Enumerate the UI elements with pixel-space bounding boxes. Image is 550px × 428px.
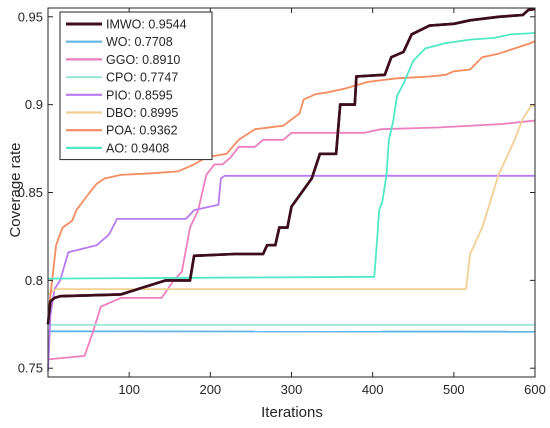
legend-box <box>59 11 213 161</box>
series-line-ao <box>47 32 536 280</box>
y-tick-label: 0.85 <box>18 185 43 200</box>
y-tick-label: 0.95 <box>18 9 43 24</box>
x-tick-label: 300 <box>281 382 303 397</box>
axes: 100 200 300 400 500 600 0.75 0.8 0.85 0.9 0.95 <box>18 7 546 397</box>
legend-entry: CPO: 0.7747 <box>106 71 178 85</box>
series-line-ggo <box>47 119 536 361</box>
y-tick-label: 0.9 <box>25 97 43 112</box>
x-axis-label: Iterations <box>261 404 323 421</box>
x-tick-label: 500 <box>443 382 465 397</box>
series-line-poa <box>47 40 536 318</box>
x-tick-label: 600 <box>524 382 546 397</box>
series-line-pio <box>47 174 535 372</box>
legend-entry: AO: 0.9408 <box>106 141 169 155</box>
y-tick-label: 0.75 <box>18 361 43 376</box>
x-tick-label: 100 <box>118 382 140 397</box>
legend: IMWO: 0.9544 WO: 0.7708 GGO: 0.8910 CPO: 0.… <box>59 11 213 161</box>
series-line-imwo-top <box>46 7 536 325</box>
legend-entry: WO: 0.7708 <box>106 35 173 49</box>
x-tick-label: 400 <box>362 382 384 397</box>
legend-entry: GGO: 0.8910 <box>106 53 180 67</box>
y-axis-label: Coverage rate <box>7 142 24 237</box>
legend-entry: PIO: 0.8595 <box>106 88 173 102</box>
legend-entry: IMWO: 0.9544 <box>106 18 187 32</box>
legend-entry: POA: 0.9362 <box>106 124 178 138</box>
series-line-dbo <box>47 104 536 296</box>
legend-entry: DBO: 0.8995 <box>106 106 178 120</box>
x-tick-label: 200 <box>199 382 221 397</box>
y-tick-label: 0.8 <box>25 273 43 288</box>
